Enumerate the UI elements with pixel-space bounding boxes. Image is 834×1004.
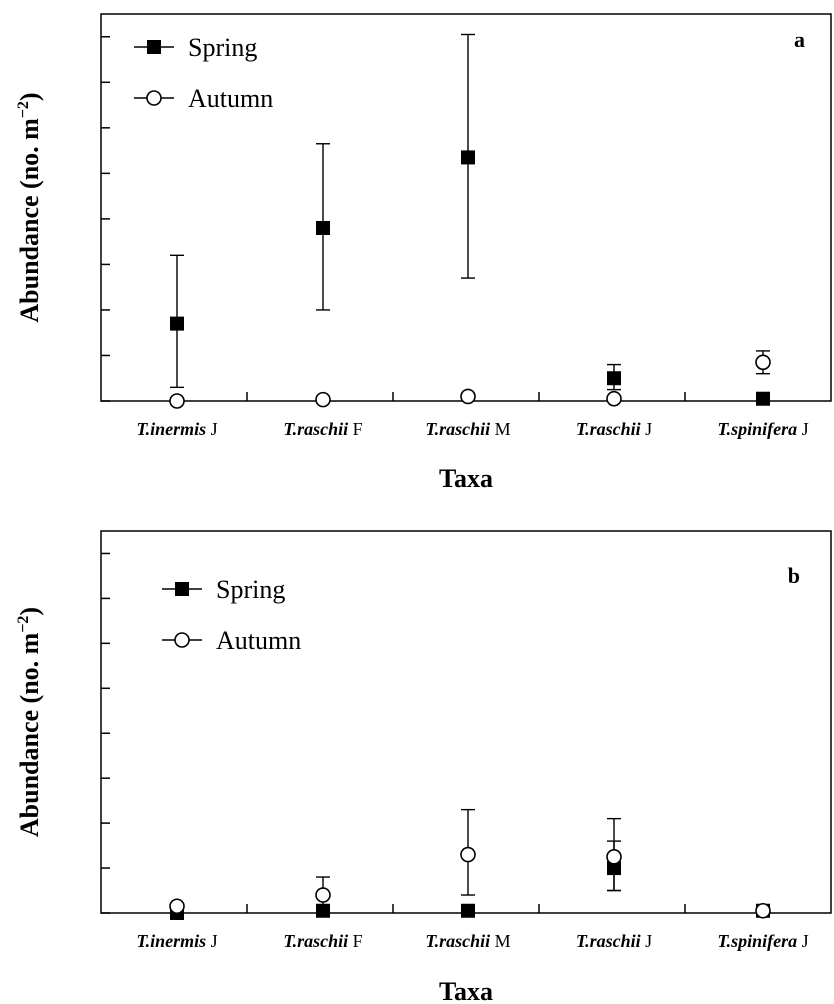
autumn-marker [460, 846, 476, 863]
legend-label: Autumn [188, 84, 273, 113]
legend-circle-icon [174, 632, 190, 648]
x-tick-label-stage: J [645, 419, 652, 439]
x-tick-label-taxon: T.inermis [136, 931, 206, 951]
x-tick-label-taxon: T.raschii [576, 931, 641, 951]
x-tick-label-stage: J [211, 419, 218, 439]
y-axis-label-close: ) [15, 607, 44, 616]
legend-label: Spring [188, 33, 257, 62]
autumn-marker [169, 898, 185, 915]
x-tick-label: T.raschii F [283, 419, 362, 439]
x-tick-label-stage: J [211, 931, 218, 951]
spring-marker [756, 391, 770, 406]
x-tick-label: T.raschii J [576, 419, 652, 439]
x-tick-label-stage: J [802, 931, 809, 951]
x-tick-label: T.spinifera J [717, 419, 808, 439]
chart-panel-b: T.inermis J T.raschii F T.raschii M T.rasch… [15, 530, 832, 1004]
x-tick-label: T.raschii M [425, 931, 510, 951]
legend-square-icon [175, 582, 189, 596]
chart-panel-a: T.inermis J T.raschii F T.raschii M T.rasch… [15, 13, 832, 493]
panel-label: b [788, 563, 800, 588]
autumn-marker [315, 887, 331, 903]
y-axis-label-text: Abundance (no. m [15, 632, 44, 837]
y-axis-label-text: Abundance (no. m [15, 118, 44, 323]
x-tick-label: T.raschii J [576, 931, 652, 951]
spring-marker [170, 316, 184, 331]
legend-circle-icon [146, 90, 162, 106]
x-tick-label-taxon: T.raschii [425, 419, 490, 439]
autumn-marker [169, 393, 185, 409]
y-axis-label-close: ) [15, 92, 44, 101]
autumn-marker [606, 390, 622, 407]
x-tick-label: T.raschii F [283, 931, 362, 951]
spring-marker [461, 150, 475, 165]
y-axis-label: Abundance (no. m−2) [15, 607, 44, 837]
y-axis-label-exponent: −2 [15, 616, 32, 633]
x-tick-label-taxon: T.raschii [576, 419, 641, 439]
autumn-marker [606, 849, 622, 865]
legend-label: Spring [216, 575, 285, 604]
x-axis-label: Taxa [439, 464, 493, 493]
x-axis-label: Taxa [439, 977, 493, 1004]
x-tick-label-taxon: T.raschii [283, 419, 348, 439]
x-tick-label: T.inermis J [136, 419, 217, 439]
legend-square-icon [147, 40, 161, 54]
x-tick-label-stage: J [645, 931, 652, 951]
legend-label: Autumn [216, 626, 301, 655]
autumn-marker [755, 354, 771, 371]
x-tick-label: T.inermis J [136, 931, 217, 951]
x-tick-label-stage: M [495, 931, 511, 951]
autumn-marker [755, 902, 771, 919]
spring-marker [607, 371, 621, 386]
x-tick-label-stage: M [495, 419, 511, 439]
y-axis-label-exponent: −2 [15, 101, 32, 118]
panel-label: a [794, 27, 805, 52]
y-axis-label: Abundance (no. m−2) [15, 92, 44, 322]
x-tick-label: T.spinifera J [717, 931, 808, 951]
x-tick-label-taxon: T.spinifera [717, 931, 797, 951]
x-tick-label-stage: F [353, 419, 363, 439]
x-tick-label-taxon: T.raschii [283, 931, 348, 951]
x-tick-label-taxon: T.raschii [425, 931, 490, 951]
autumn-marker [315, 391, 331, 408]
autumn-marker [460, 388, 476, 405]
x-tick-label: T.raschii M [425, 419, 510, 439]
x-tick-label-taxon: T.spinifera [717, 419, 797, 439]
plot-frame [100, 13, 832, 402]
x-tick-label-stage: J [802, 419, 809, 439]
spring-marker [461, 903, 475, 918]
spring-marker [316, 220, 330, 235]
x-tick-label-stage: F [353, 931, 363, 951]
x-tick-label-taxon: T.inermis [136, 419, 206, 439]
